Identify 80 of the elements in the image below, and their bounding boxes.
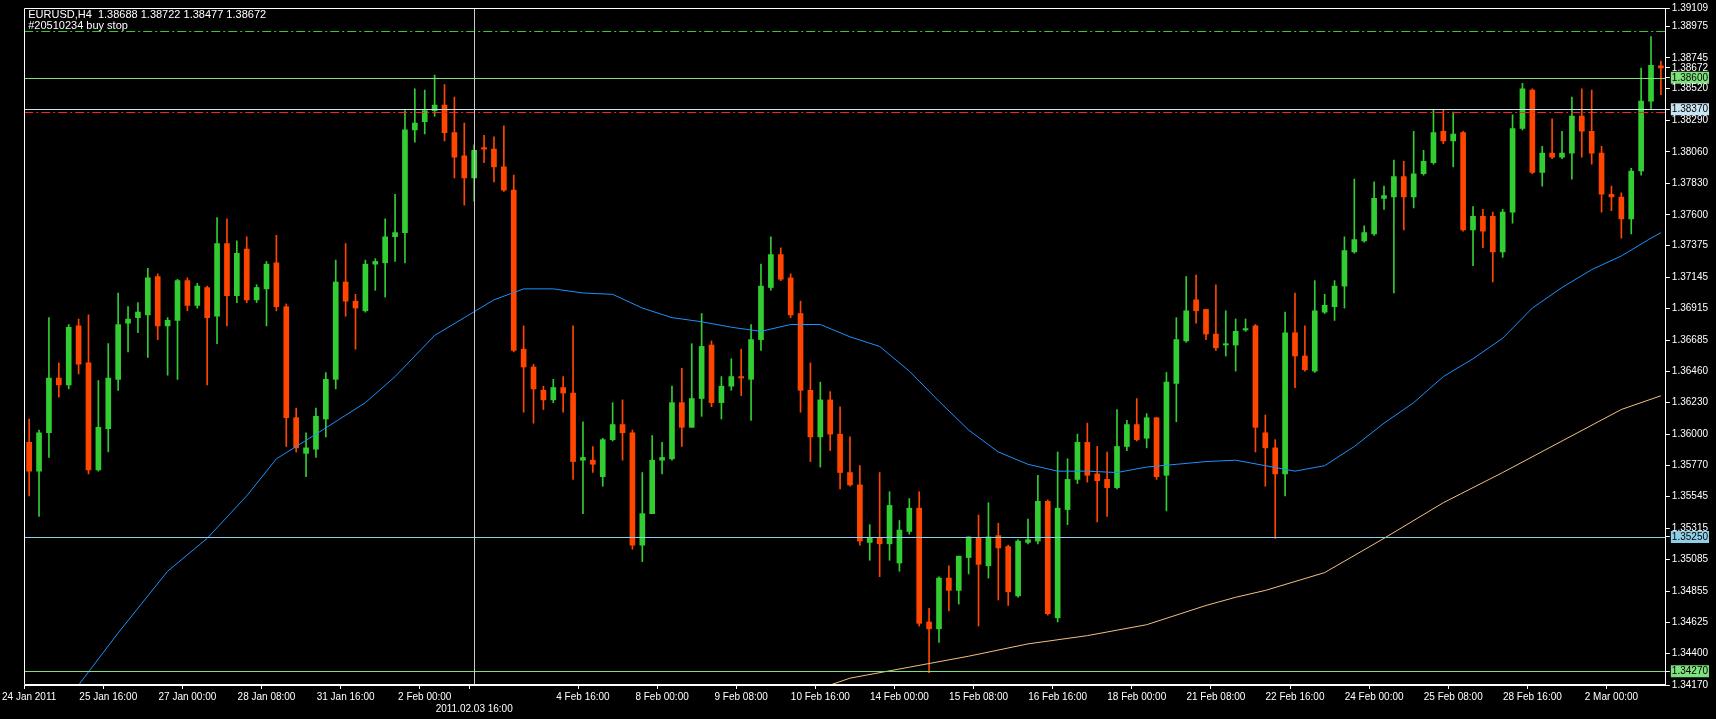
x-tick-label: 15 Feb 08:00 (949, 690, 1009, 702)
x-tick-label: 2 Mar 00:00 (1584, 690, 1639, 702)
y-tick-label: 1.35770 (1671, 459, 1709, 471)
y-tick-label: 1.37830 (1671, 177, 1709, 189)
y-tick-label: 1.35250 (1671, 530, 1709, 542)
x-tick-label: 25 Jan 16:00 (79, 690, 138, 702)
y-tick-label: 1.35085 (1671, 553, 1709, 565)
x-tick-label: 16 Feb 16:00 (1028, 690, 1088, 702)
candlestick (1094, 446, 1101, 523)
candlestick (738, 348, 745, 397)
candlestick (56, 362, 62, 398)
candlestick (1292, 292, 1298, 388)
x-tick-label: 21 Feb 08:00 (1186, 690, 1246, 702)
y-tick-label: 1.35315 (1671, 521, 1709, 533)
candlestick (412, 88, 418, 143)
candlestick (1104, 451, 1110, 517)
candlestick (1470, 206, 1476, 266)
y-tick-label: 1.34400 (1671, 647, 1709, 659)
chart-title: EURUSD,H4 1.38688 1.38722 1.38477 1.38672 (28, 8, 267, 20)
y-tick-label: 1.38600 (1671, 71, 1709, 83)
candlestick (135, 302, 141, 334)
x-tick-label: 18 Feb 00:00 (1107, 690, 1167, 702)
y-tick-label: 1.35545 (1671, 490, 1709, 502)
x-tick-label: 22 Feb 16:00 (1265, 690, 1325, 702)
candlestick (580, 421, 586, 514)
x-tick-label: 4 Feb 16:00 (556, 690, 611, 702)
candlestick (926, 607, 932, 673)
candlestick (392, 193, 398, 262)
candlestick (1549, 118, 1555, 159)
x-tick-label: 2 Feb 00:00 (398, 690, 452, 702)
candlestick (995, 522, 1002, 601)
x-tick-label: 25 Feb 08:00 (1423, 690, 1484, 702)
y-tick-label: 1.36915 (1671, 302, 1709, 314)
candlestick (1381, 185, 1387, 210)
y-tick-label: 1.37145 (1671, 270, 1709, 282)
y-tick-label: 1.34170 (1671, 678, 1709, 690)
x-tick-label: 8 Feb 00:00 (635, 690, 690, 702)
y-tick-label: 1.36000 (1671, 427, 1709, 439)
candlestick (1391, 159, 1397, 294)
y-tick-label: 1.36460 (1671, 364, 1709, 376)
y-tick-label: 1.36685 (1671, 334, 1709, 346)
x-tick-label: 24 Feb 00:00 (1344, 690, 1405, 702)
y-tick-label: 1.37375 (1671, 239, 1709, 251)
candlestick (1450, 111, 1457, 168)
candlestick (1559, 130, 1565, 159)
candlestick (1578, 88, 1585, 158)
x-tick-label: 9 Feb 08:00 (714, 690, 769, 702)
x-tick-label: 28 Feb 16:00 (1502, 690, 1563, 702)
candlestick (481, 135, 487, 164)
y-tick-label: 1.34855 (1671, 584, 1709, 596)
y-tick-label: 1.38745 (1671, 51, 1709, 63)
y-tick-label: 1.36230 (1671, 396, 1709, 408)
y-tick-label: 1.38290 (1671, 114, 1709, 126)
candlestick (303, 432, 309, 477)
y-tick-label: 1.38975 (1671, 20, 1709, 32)
y-tick-label: 1.38520 (1671, 82, 1709, 94)
y-tick-label: 1.34625 (1671, 616, 1709, 628)
x-tick-label: 2011.02.03 16:00 (435, 702, 514, 714)
candlestick (866, 524, 873, 561)
y-tick-label: 1.37600 (1671, 208, 1709, 220)
ref-line-label: #20510234 buy stop (28, 19, 128, 32)
candlestick (560, 376, 567, 413)
candlestick (1213, 284, 1219, 351)
x-tick-label: 27 Jan 00:00 (158, 690, 217, 702)
candlestick (1222, 310, 1229, 357)
y-tick-label: 1.34270 (1671, 665, 1709, 677)
candlestick (1658, 60, 1664, 95)
x-tick-label: 28 Jan 08:00 (237, 690, 296, 702)
x-tick-label: 10 Feb 16:00 (790, 690, 851, 702)
x-tick-label: 14 Feb 00:00 (869, 690, 930, 702)
y-tick-label: 1.38370 (1671, 103, 1709, 115)
x-tick-label: 31 Jan 16:00 (316, 690, 375, 702)
candlestick (1025, 518, 1031, 545)
y-tick-label: 1.38060 (1671, 145, 1709, 157)
y-tick-label: 1.38672 (1671, 61, 1709, 73)
candlestick (590, 446, 596, 473)
candlestick (659, 442, 665, 475)
y-tick-label: 1.39109 (1671, 1, 1709, 13)
candlestick (372, 258, 379, 291)
x-tick-label: 24 Jan 2011 (2, 690, 57, 702)
